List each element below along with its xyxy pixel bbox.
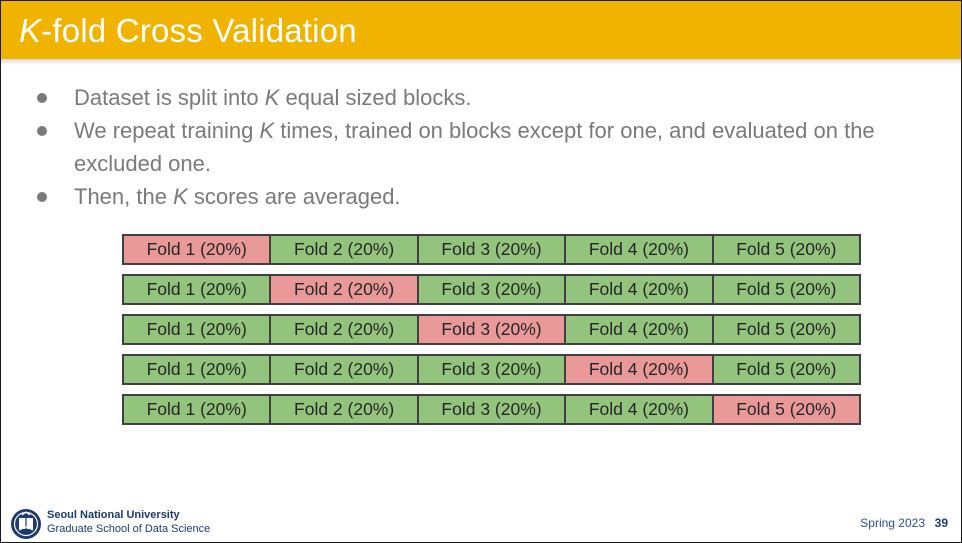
fold-row: Fold 1 (20%) Fold 2 (20%) Fold 3 (20%) Fold… [122, 234, 862, 265]
bullet-text-after: scores are averaged. [187, 184, 401, 209]
fold-cell-training: Fold 3 (20%) [416, 274, 567, 305]
bullet-text-before: We repeat training [74, 118, 260, 143]
footer-school: Graduate School of Data Science [47, 523, 211, 535]
fold-row: Fold 1 (20%) Fold 2 (20%) Fold 3 (20%) Fold… [122, 314, 862, 345]
bullet-text-after: times, trained on blocks except for one,… [74, 118, 875, 176]
fold-cell-training: Fold 1 (20%) [122, 354, 272, 385]
fold-cell-training: Fold 4 (20%) [564, 274, 714, 305]
slide-title-rest: -fold Cross Validation [41, 12, 357, 49]
fold-cell-training: Fold 2 (20%) [269, 354, 419, 385]
fold-cell-training: Fold 3 (20%) [416, 394, 567, 425]
fold-cell-validation: Fold 5 (20%) [711, 394, 862, 425]
kfold-diagram: Fold 1 (20%) Fold 2 (20%) Fold 3 (20%) Fold… [122, 234, 862, 434]
bullet-text-before: Dataset is split into [74, 85, 265, 110]
fold-row: Fold 1 (20%) Fold 2 (20%) Fold 3 (20%) Fold… [122, 354, 862, 385]
slide-title-italic: K [19, 12, 42, 49]
fold-cell-training: Fold 5 (20%) [711, 354, 862, 385]
fold-row: Fold 1 (20%) Fold 2 (20%) Fold 3 (20%) Fold… [122, 274, 862, 305]
fold-cell-training: Fold 4 (20%) [564, 394, 714, 425]
fold-cell-training: Fold 1 (20%) [122, 314, 272, 345]
fold-cell-training: Fold 3 (20%) [416, 234, 567, 265]
footer-university: Seoul National University [47, 509, 180, 521]
slide-title: K-fold Cross Validation [19, 12, 357, 50]
bullet-list: Dataset is split into K equal sized bloc… [33, 81, 948, 213]
fold-cell-training: Fold 4 (20%) [564, 234, 714, 265]
fold-cell-validation: Fold 2 (20%) [269, 274, 419, 305]
title-bar-shadow [1, 59, 961, 65]
fold-cell-training: Fold 2 (20%) [269, 314, 419, 345]
snu-emblem-icon [11, 509, 41, 539]
footer-term: Spring 2023 [860, 516, 925, 530]
bullet-item: We repeat training K times, trained on b… [33, 114, 948, 180]
bullet-item: Dataset is split into K equal sized bloc… [33, 81, 948, 114]
bullet-dot-icon [37, 192, 47, 202]
page-number: 39 [934, 516, 948, 530]
title-bar [1, 1, 961, 59]
bullet-text-after: equal sized blocks. [279, 85, 472, 110]
bullet-text-italic: K [264, 85, 280, 110]
fold-cell-training: Fold 5 (20%) [711, 234, 862, 265]
bullet-dot-icon [37, 93, 47, 103]
fold-row: Fold 1 (20%) Fold 2 (20%) Fold 3 (20%) Fold… [122, 394, 862, 425]
fold-cell-training: Fold 2 (20%) [269, 234, 419, 265]
fold-cell-validation: Fold 1 (20%) [122, 234, 272, 265]
bullet-text-italic: K [173, 184, 188, 209]
fold-cell-training: Fold 5 (20%) [711, 274, 862, 305]
fold-cell-training: Fold 1 (20%) [122, 274, 272, 305]
bullet-item: Then, the K scores are averaged. [33, 180, 948, 213]
fold-cell-training: Fold 1 (20%) [122, 394, 272, 425]
bullet-dot-icon [37, 126, 47, 136]
bullet-text-before: Then, the [74, 184, 174, 209]
fold-cell-training: Fold 5 (20%) [711, 314, 862, 345]
bullet-text-italic: K [259, 118, 275, 143]
fold-cell-validation: Fold 4 (20%) [564, 354, 714, 385]
fold-cell-training: Fold 2 (20%) [269, 394, 419, 425]
fold-cell-validation: Fold 3 (20%) [416, 314, 567, 345]
fold-cell-training: Fold 4 (20%) [564, 314, 714, 345]
fold-cell-training: Fold 3 (20%) [416, 354, 567, 385]
